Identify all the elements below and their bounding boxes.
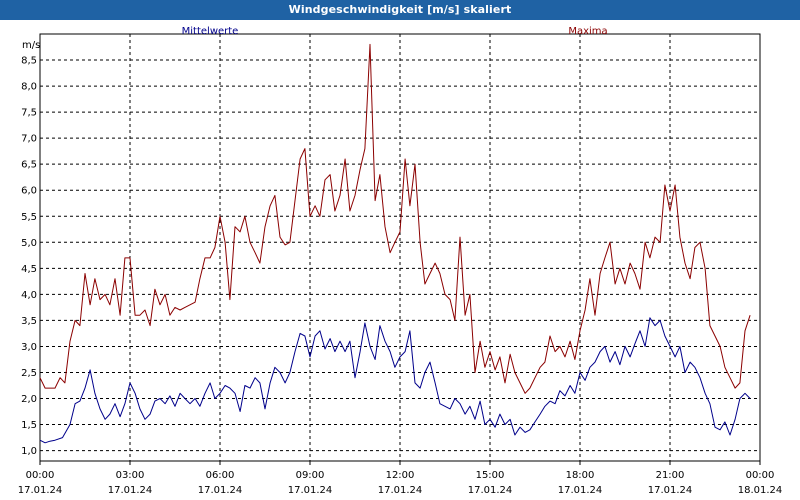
y-tick-label: 7,5 <box>21 108 37 119</box>
x-tick-time: 00:00 <box>26 470 55 481</box>
y-axis-ticks: 1,0 1,5 2,0 2,5 3,0 3,5 4,0 4,5 5,0 5,5 6,0 6,5 7,0 7… <box>21 56 37 458</box>
series-lines <box>39 43 751 444</box>
x-tick-time: 12:00 <box>386 470 415 481</box>
legend-maxima: Maxima <box>568 26 607 37</box>
y-tick-label: 8,5 <box>21 56 37 67</box>
y-tick-label: 4,5 <box>21 264 37 275</box>
x-tick-date: 17.01.24 <box>558 485 603 496</box>
x-tick-date: 18.01.24 <box>738 485 783 496</box>
x-tick-date: 17.01.24 <box>648 485 693 496</box>
y-tick-label: 1,0 <box>21 446 37 457</box>
x-tick-date: 17.01.24 <box>18 485 63 496</box>
series-line-maxima <box>39 43 751 394</box>
legend-mittelwerte: Mittelwerte <box>182 26 239 37</box>
x-tick-time: 15:00 <box>476 470 505 481</box>
chart-title: Windgeschwindigkeit [m/s] skaliert <box>0 0 800 20</box>
grid-x <box>129 34 671 461</box>
x-tick-date: 17.01.24 <box>378 485 423 496</box>
y-tick-label: 5,0 <box>21 238 37 249</box>
x-tick-time: 03:00 <box>116 470 145 481</box>
y-tick-label: 8,0 <box>21 82 37 93</box>
x-tick-date: 17.01.24 <box>288 485 333 496</box>
x-tick-time: 06:00 <box>206 470 235 481</box>
y-tick-label: 5,5 <box>21 212 37 223</box>
y-tick-label: 6,0 <box>21 186 37 197</box>
y-tick-label: 6,5 <box>21 160 37 171</box>
y-axis-label: m/s <box>22 40 40 51</box>
x-tick-time: 00:00 <box>746 470 775 481</box>
y-tick-label: 2,0 <box>21 394 37 405</box>
x-tick-time: 09:00 <box>296 470 325 481</box>
x-tick-date: 17.01.24 <box>468 485 513 496</box>
y-tick-label: 7,0 <box>21 134 37 145</box>
series-line-mittelwerte <box>39 317 751 444</box>
x-tick-date: 17.01.24 <box>198 485 243 496</box>
x-tick-time: 18:00 <box>566 470 595 481</box>
x-tick-date: 17.01.24 <box>108 485 153 496</box>
y-tick-label: 1,5 <box>21 420 37 431</box>
y-tick-label: 3,0 <box>21 342 37 353</box>
grid-y <box>40 59 760 452</box>
y-tick-label: 3,5 <box>21 316 37 327</box>
x-axis-ticks: 00:00 17.01.24 03:00 17.01.24 06:00 17.01.24 0… <box>18 461 783 496</box>
x-tick-time: 21:00 <box>656 470 685 481</box>
y-tick-label: 4,0 <box>21 290 37 301</box>
y-tick-label: 2,5 <box>21 368 37 379</box>
